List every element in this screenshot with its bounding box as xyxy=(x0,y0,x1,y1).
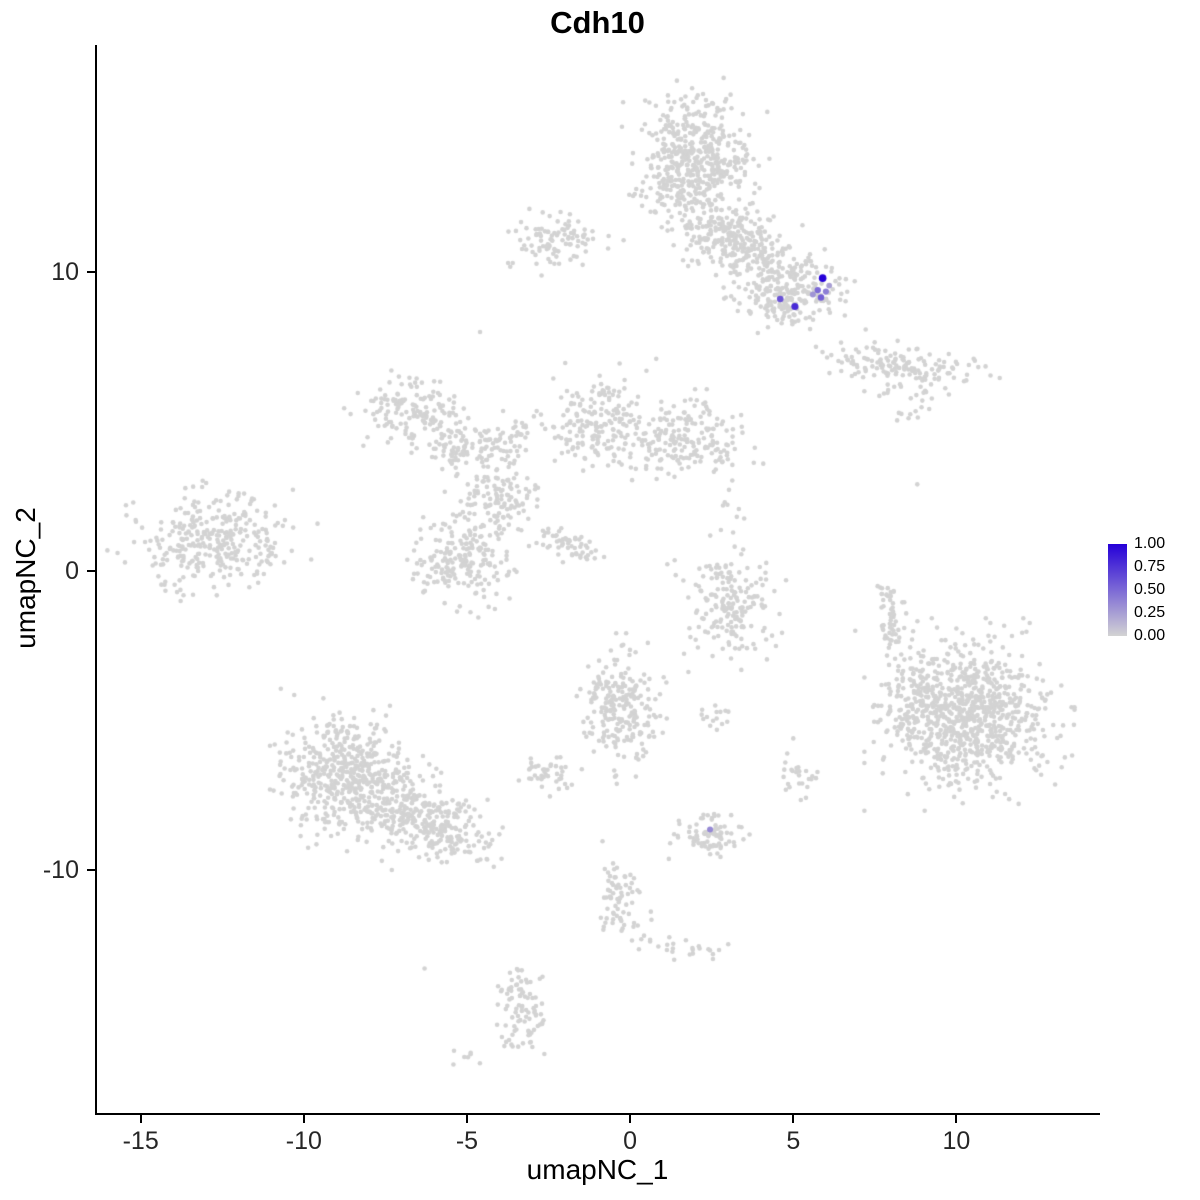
x-tick-label: 5 xyxy=(786,1127,801,1155)
x-tick-mark xyxy=(465,1115,468,1123)
legend-tick-label: 1.00 xyxy=(1134,535,1166,552)
expression-color-legend: 1.00 0.75 0.50 0.25 0.00 xyxy=(1108,535,1200,644)
x-tick-label: 10 xyxy=(942,1127,971,1155)
x-axis-title: umapNC_1 xyxy=(526,1154,669,1185)
x-tick-mark xyxy=(955,1115,958,1123)
plot-title: Cdh10 xyxy=(550,5,645,40)
x-tick-label: 0 xyxy=(623,1127,638,1155)
legend-tick-label: 0.50 xyxy=(1134,581,1166,598)
y-tick-label: 0 xyxy=(65,557,79,586)
y-tick-label: -10 xyxy=(42,855,79,884)
legend-tick-label: 0.25 xyxy=(1134,604,1166,621)
y-tick-mark xyxy=(87,868,95,871)
x-tick-mark xyxy=(139,1115,142,1123)
legend-tick-label: 0.75 xyxy=(1134,558,1166,575)
legend-gradient-bar xyxy=(1108,544,1127,636)
x-tick-label: -5 xyxy=(455,1127,479,1155)
legend-tick-label: 0.00 xyxy=(1134,627,1166,644)
x-tick-mark xyxy=(302,1115,305,1123)
x-tick-label: -10 xyxy=(285,1127,322,1155)
x-tick-mark xyxy=(792,1115,795,1123)
x-tick-mark xyxy=(629,1115,632,1123)
y-tick-mark xyxy=(87,570,95,573)
y-tick-mark xyxy=(87,271,95,274)
y-tick-label: 10 xyxy=(51,258,79,287)
x-tick-label: -15 xyxy=(122,1127,159,1155)
